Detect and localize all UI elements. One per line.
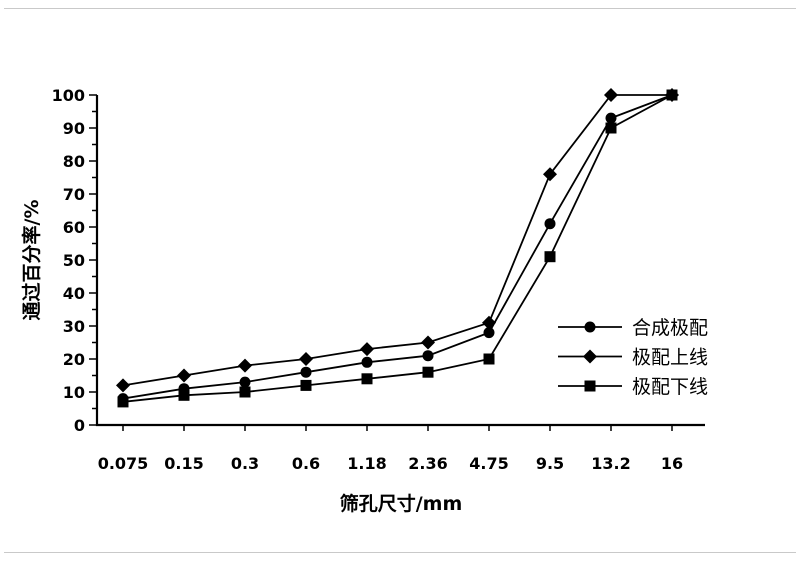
x-tick-label-9.5: 9.5 (536, 454, 564, 473)
y-tick-label-40: 40 (63, 284, 85, 303)
x-tick-label-0.15: 0.15 (164, 454, 203, 473)
y-tick-label-20: 20 (63, 350, 85, 369)
x-tick-label-16: 16 (661, 454, 683, 473)
series-markers-2 (117, 89, 678, 408)
series-line-1 (122, 94, 672, 387)
x-tick-label-0.3: 0.3 (231, 454, 259, 473)
y-tick-label-70: 70 (63, 185, 85, 204)
y-axis-title: 通过百分率/% (20, 200, 43, 321)
frame-line-bottom (4, 552, 796, 553)
y-tick-label-90: 90 (63, 119, 85, 138)
y-tick-label-60: 60 (63, 218, 85, 237)
y-tick-label-10: 10 (63, 383, 85, 402)
x-tick-label-2.36: 2.36 (408, 454, 447, 473)
y-tick-label-100: 100 (52, 86, 85, 105)
series-line-2 (122, 94, 673, 403)
x-tick-label-4.75: 4.75 (469, 454, 508, 473)
x-tick-label-1.18: 1.18 (347, 454, 386, 473)
frame-line-top (4, 8, 796, 9)
x-tick-label-0.6: 0.6 (292, 454, 320, 473)
legend-label-1: 极配上线 (632, 347, 708, 369)
legend-item-2: 极配下线 (558, 376, 708, 398)
legend-item-0: 合成极配 (558, 317, 708, 339)
series-line-0 (122, 94, 673, 400)
series-markers-1 (116, 88, 679, 393)
y-tick-label-30: 30 (63, 317, 85, 336)
x-tick-label-0.075: 0.075 (98, 454, 149, 473)
legend-label-2: 极配下线 (632, 376, 708, 398)
legend-label-0: 合成极配 (632, 317, 708, 339)
y-tick-label-50: 50 (63, 251, 85, 270)
x-axis-title: 筛孔尺寸/mm (340, 492, 463, 515)
y-tick-label-80: 80 (63, 152, 85, 171)
legend-item-1: 极配上线 (558, 347, 708, 369)
x-tick-label-13.2: 13.2 (591, 454, 630, 473)
y-tick-label-0: 0 (74, 416, 85, 435)
